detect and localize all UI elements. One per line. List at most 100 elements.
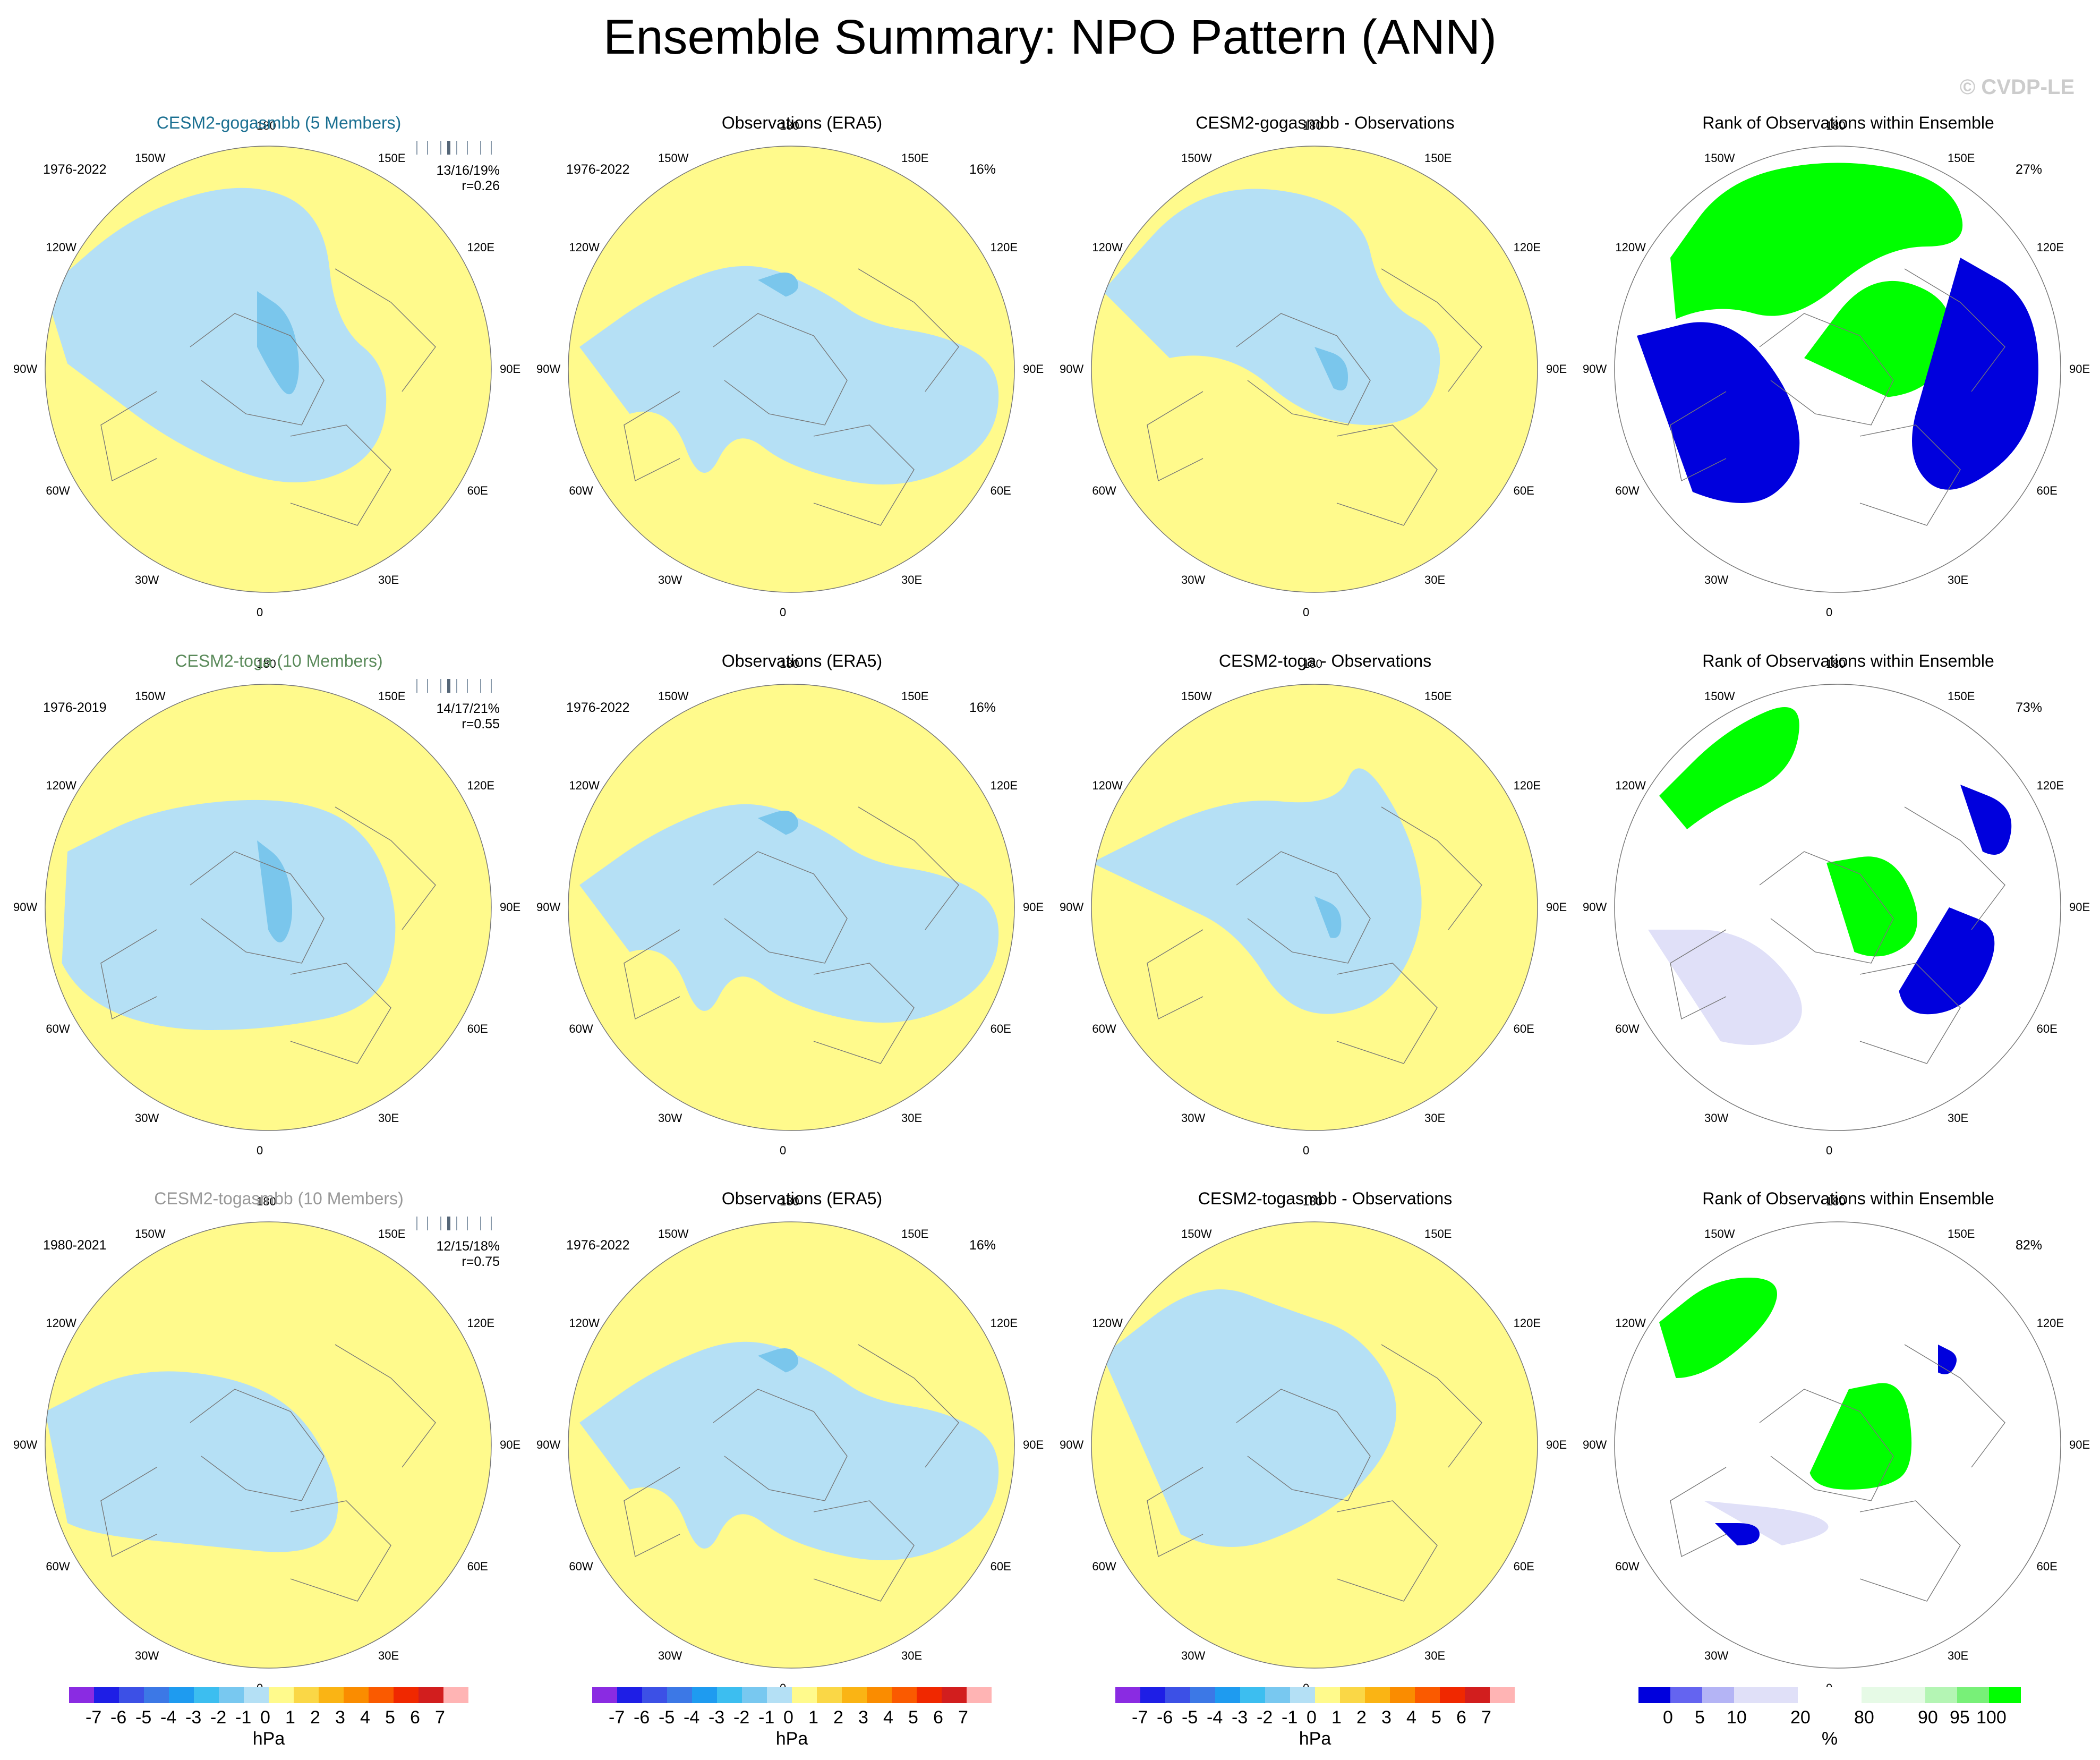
obs-map bbox=[568, 1221, 1015, 1669]
longitude-label: 150W bbox=[1181, 151, 1212, 165]
coastline bbox=[1670, 929, 1727, 1020]
strong-negative-anomaly-region bbox=[758, 811, 799, 835]
map-boundary bbox=[568, 1221, 1015, 1669]
panel-percent: 27% bbox=[2016, 162, 2043, 177]
colorbar-tick-label: 0 bbox=[260, 1707, 270, 1728]
coastline bbox=[1236, 1389, 1371, 1501]
longitude-label: 0 bbox=[780, 606, 787, 619]
longitude-label: 30E bbox=[901, 573, 923, 586]
panel-title: Observations (ERA5) bbox=[721, 1189, 883, 1208]
panel-diff-row1: 180 150E 120E 90E 60E 30E 0 30W 60W 90W 120W 150W CE… bbox=[1060, 631, 1580, 1162]
colorbar-hpa: -7 -6 -5 -4 -3 -2 -1 0 1 2 3 4 5 6 7 hPa bbox=[69, 1687, 468, 1749]
longitude-label: 90E bbox=[1023, 900, 1044, 914]
colorbar-swatch bbox=[1862, 1687, 1925, 1703]
rank-lavender-region bbox=[1648, 930, 1802, 1045]
colorbar-tick-label: -7 bbox=[1132, 1707, 1148, 1728]
coastline bbox=[713, 851, 848, 964]
coastline bbox=[1381, 268, 1482, 392]
colorbar-swatch bbox=[1925, 1687, 1957, 1703]
colorbar-swatches bbox=[1115, 1687, 1515, 1703]
longitude-label: 60E bbox=[2036, 1022, 2058, 1035]
longitude-label: 60W bbox=[1092, 484, 1116, 497]
coastline bbox=[335, 806, 436, 930]
panel-obs-row2: 180150E120E90E60E30E030W60W90W120W150WOb… bbox=[536, 1169, 1057, 1700]
model-map bbox=[45, 1221, 492, 1669]
colorbar-swatch bbox=[1989, 1687, 2021, 1703]
panel-stats: 14/17/21% r=0.55 bbox=[399, 701, 500, 732]
panel-period: 1976-2022 bbox=[566, 700, 630, 715]
colorbar-swatch bbox=[269, 1687, 294, 1703]
longitude-label: 120E bbox=[990, 1316, 1018, 1330]
coastline bbox=[1147, 1467, 1203, 1558]
panel-rank-row0: 180 150E 120E 90E 60E 30E 0 30W 60W 90W 120W 150W Ra… bbox=[1583, 93, 2100, 624]
colorbar-swatch bbox=[867, 1687, 892, 1703]
colorbar-swatch bbox=[892, 1687, 917, 1703]
coastlines bbox=[624, 268, 959, 526]
longitude-label: 60E bbox=[1513, 1560, 1534, 1573]
panel-model-row2: 180150E120E90E60E30E030W60W90W120W150WCE… bbox=[13, 1169, 534, 1700]
longitude-label: 150W bbox=[135, 1227, 166, 1241]
map-boundary bbox=[45, 146, 492, 593]
longitude-label: 90E bbox=[1546, 900, 1567, 914]
panel-percent: 82% bbox=[2016, 1238, 2043, 1253]
colorbar-swatch bbox=[1702, 1687, 1734, 1703]
longitude-label: 150E bbox=[1948, 1227, 1975, 1241]
longitude-label: 30W bbox=[1704, 1648, 1729, 1662]
colorbar-tick-label: -2 bbox=[210, 1707, 227, 1728]
panel-obs-row0: 180 150E 120E 90E 60E 30E 0 30W 60W 90W 120W 150W Ob… bbox=[536, 93, 1057, 624]
longitude-label: 60W bbox=[46, 484, 70, 497]
longitude-label: 120E bbox=[1513, 779, 1541, 792]
coastlines bbox=[1670, 806, 2005, 1064]
strong-negative-anomaly-region bbox=[1314, 347, 1348, 390]
map-boundary bbox=[568, 146, 1015, 593]
longitude-label: 90E bbox=[500, 362, 521, 376]
longitude-label: 30E bbox=[1424, 1648, 1446, 1662]
longitude-label: 30W bbox=[1181, 1111, 1206, 1125]
panel-title: Observations (ERA5) bbox=[721, 651, 883, 670]
longitude-label: 150E bbox=[378, 151, 406, 165]
colorbar-tick-label: -3 bbox=[708, 1707, 725, 1728]
longitude-label: 150W bbox=[658, 151, 689, 165]
colorbar-tick-label: 95 bbox=[1950, 1707, 1970, 1728]
longitude-label: 60E bbox=[467, 1560, 488, 1573]
colorbar-swatch bbox=[1240, 1687, 1265, 1703]
colorbar-hpa: -7 -6 -5 -4 -3 -2 -1 0 1 2 3 4 5 6 7 hPa bbox=[592, 1687, 992, 1749]
longitude-label: 30E bbox=[1948, 1111, 1969, 1125]
longitude-label: 120W bbox=[569, 779, 600, 792]
longitude-label: 180 bbox=[257, 1195, 276, 1208]
longitude-label: 30W bbox=[135, 1111, 159, 1125]
coastlines bbox=[624, 806, 959, 1064]
colorbar-swatch bbox=[1265, 1687, 1290, 1703]
colorbar-swatch bbox=[319, 1687, 344, 1703]
colorbar-swatch bbox=[842, 1687, 867, 1703]
rank-high-region bbox=[1670, 163, 1963, 319]
watermark: © CVDP-LE bbox=[1959, 75, 2075, 99]
colorbar-unit: hPa bbox=[1299, 1729, 1331, 1749]
colorbar-tick-label: 2 bbox=[1356, 1707, 1367, 1728]
coastline bbox=[1381, 806, 1482, 930]
colorbar-tick-label: 1 bbox=[1331, 1707, 1342, 1728]
longitude-label: 60E bbox=[467, 1022, 488, 1035]
colorbar-tick-label: 20 bbox=[1790, 1707, 1811, 1728]
rank-high-region bbox=[1659, 1278, 1777, 1378]
map-boundary bbox=[1614, 1221, 2061, 1669]
stats-correlation: r=0.75 bbox=[462, 1254, 500, 1269]
colorbar-swatch bbox=[244, 1687, 269, 1703]
colorbar-tick-label: -6 bbox=[634, 1707, 650, 1728]
panel-title: Rank of Observations within Ensemble bbox=[1702, 113, 1994, 132]
colorbar-swatch bbox=[94, 1687, 119, 1703]
colorbar-tick-label: -2 bbox=[1257, 1707, 1273, 1728]
longitude-label: 0 bbox=[1303, 1144, 1310, 1157]
coastline bbox=[624, 391, 680, 482]
colorbar-swatch bbox=[592, 1687, 617, 1703]
colorbar-tick-label: 7 bbox=[1481, 1707, 1491, 1728]
coastline bbox=[335, 1344, 436, 1468]
coastline bbox=[1759, 313, 1894, 426]
longitude-label: 120E bbox=[990, 241, 1018, 254]
colorbar-tick-label: -3 bbox=[185, 1707, 202, 1728]
longitude-label: 150E bbox=[1424, 690, 1452, 703]
colorbar-swatch bbox=[1290, 1687, 1315, 1703]
negative-anomaly-region bbox=[1091, 768, 1422, 1014]
longitude-label: 0 bbox=[780, 1144, 787, 1157]
colorbar-swatches bbox=[592, 1687, 992, 1703]
